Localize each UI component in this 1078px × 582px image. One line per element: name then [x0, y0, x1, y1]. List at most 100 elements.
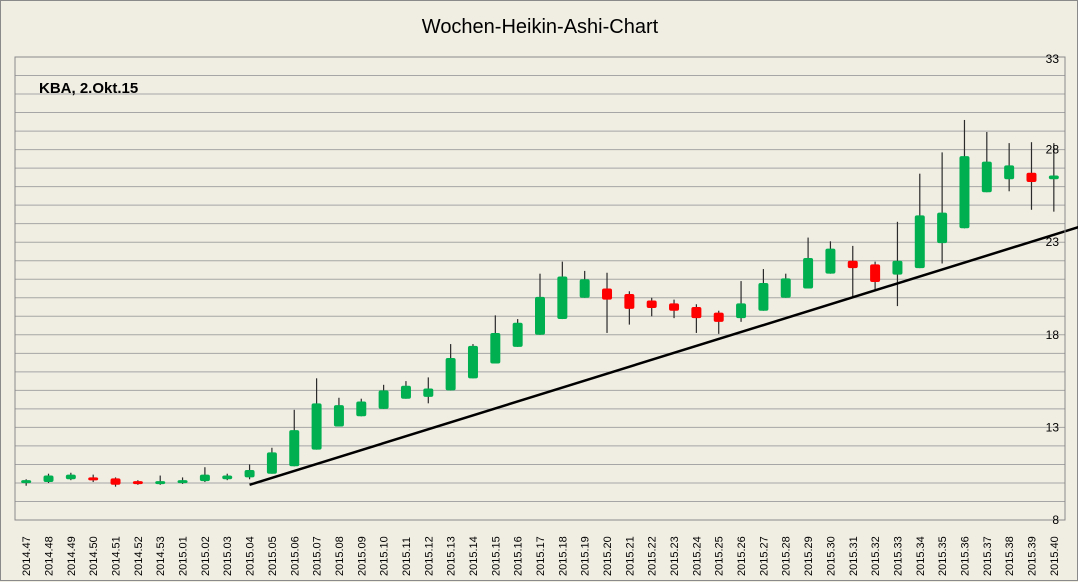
candle-body-up	[490, 332, 501, 364]
x-tick-label: 2015.22	[647, 536, 659, 576]
candle-body-down	[870, 264, 881, 283]
candle	[43, 473, 54, 483]
x-tick-label: 2014.48	[44, 536, 56, 576]
x-tick-label: 2014.51	[111, 536, 123, 576]
candle-body-down	[624, 294, 635, 309]
y-tick-label: 23	[1046, 235, 1060, 249]
x-tick-label: 2015.04	[245, 536, 257, 576]
candle-body-up	[177, 480, 188, 484]
x-axis-tick-labels: 2014.47 2014.48 2014.49 2014.50 2014.51 2014.…	[21, 536, 1061, 576]
chart-title: Wochen-Heikin-Ashi-Chart	[422, 16, 659, 38]
candle	[937, 152, 948, 264]
candle	[1004, 143, 1015, 192]
candle-body-down	[1026, 172, 1037, 183]
y-tick-label: 13	[1046, 420, 1060, 434]
x-tick-label: 2015.16	[513, 536, 525, 576]
candle	[803, 237, 814, 289]
candle-body-up	[892, 260, 903, 275]
candle	[356, 398, 367, 417]
candle-body-up	[959, 156, 970, 229]
x-tick-label: 2015.10	[379, 536, 391, 576]
x-tick-label: 2015.28	[781, 536, 793, 576]
x-tick-label: 2015.30	[825, 536, 837, 576]
x-tick-label: 2014.52	[133, 536, 145, 576]
candle-body-up	[333, 405, 344, 427]
candle	[400, 381, 411, 399]
x-tick-label: 2015.31	[848, 536, 860, 576]
candle	[602, 272, 613, 333]
x-tick-label: 2015.03	[222, 536, 234, 576]
trendline	[249, 225, 1078, 487]
candle-body-up	[400, 385, 411, 399]
candle	[535, 273, 545, 335]
candle	[512, 319, 523, 347]
candle-body-down	[110, 478, 121, 485]
candle	[244, 464, 255, 480]
candle	[892, 221, 903, 307]
candle-body-down	[691, 307, 702, 319]
x-tick-label: 2015.35	[937, 536, 949, 576]
candle-body-up	[937, 212, 948, 244]
chart-annotation: KBA, 2.Okt.15	[39, 80, 138, 97]
candle	[289, 409, 300, 467]
candle-body-up	[155, 481, 166, 485]
candle	[959, 119, 970, 229]
candle	[691, 304, 702, 333]
plot-area-border	[14, 56, 1066, 521]
candle	[557, 261, 568, 320]
candle	[266, 447, 277, 474]
candle	[624, 291, 635, 325]
candle-body-down	[88, 477, 99, 481]
candle-body-up	[199, 474, 210, 482]
x-tick-label: 2015.40	[1049, 536, 1061, 576]
candle	[311, 378, 322, 450]
candle-body-up	[43, 475, 54, 483]
x-tick-label: 2015.33	[892, 536, 904, 576]
candle	[713, 310, 724, 334]
x-tick-label: 2015.13	[446, 536, 458, 576]
candle-body-up	[758, 282, 769, 311]
y-axis-tick-labels: 8 13 18 23 28 33	[1046, 52, 1060, 527]
candle-body-up	[803, 257, 814, 289]
x-tick-label: 2015.23	[669, 536, 681, 576]
candle	[981, 132, 992, 193]
candle-body-up	[981, 161, 992, 193]
candle-body-up	[512, 322, 523, 347]
candle-body-up	[445, 357, 456, 391]
x-tick-label: 2015.24	[691, 536, 703, 576]
x-tick-label: 2014.50	[88, 536, 100, 576]
candle	[490, 315, 501, 364]
candle	[155, 475, 166, 485]
x-tick-label: 2015.32	[870, 536, 882, 576]
candle	[780, 273, 791, 298]
candle-body-down	[669, 303, 680, 311]
x-tick-label: 2015.09	[356, 536, 368, 576]
candle	[110, 477, 121, 487]
x-tick-label: 2015.11	[401, 537, 413, 576]
candle-body-up	[356, 401, 367, 417]
x-tick-label: 2015.34	[915, 536, 927, 576]
candle	[758, 269, 769, 311]
candle-body-up	[244, 469, 255, 478]
candle-body-up	[423, 388, 434, 397]
x-tick-label: 2014.53	[155, 536, 167, 576]
x-tick-label: 2015.26	[736, 536, 748, 576]
candle-body-up	[289, 430, 300, 467]
candle-body-up	[557, 276, 568, 320]
candle	[1048, 143, 1059, 212]
x-tick-label: 2015.25	[714, 536, 726, 576]
candle	[378, 384, 389, 409]
x-tick-label: 2015.15	[490, 536, 502, 576]
candle-body-down	[713, 312, 724, 322]
candle	[847, 245, 858, 298]
candle	[579, 270, 590, 298]
y-tick-label: 33	[1046, 52, 1060, 66]
candle-body-down	[602, 288, 613, 300]
x-tick-label: 2015.17	[535, 536, 547, 576]
candle	[445, 344, 456, 391]
candle-body-up	[1048, 175, 1059, 180]
candle-body-down	[132, 481, 143, 485]
x-tick-label: 2014.49	[66, 536, 78, 576]
